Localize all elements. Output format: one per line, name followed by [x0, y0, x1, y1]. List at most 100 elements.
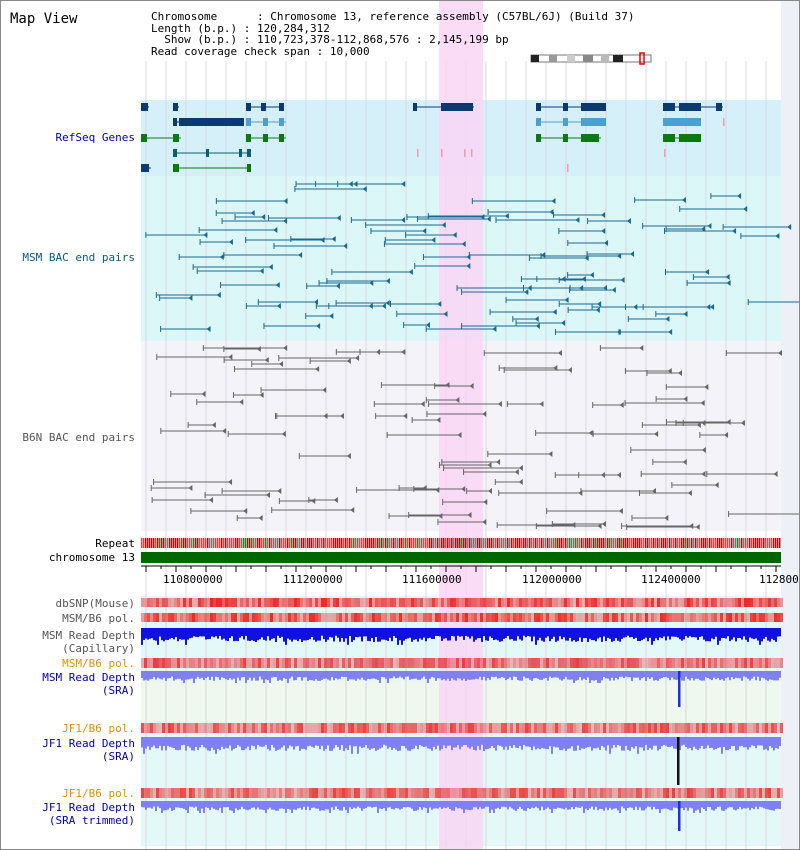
depth-bar [217, 628, 219, 639]
heat-strip-cell [468, 788, 471, 798]
depth-bar [399, 628, 401, 641]
depth-bar [153, 628, 155, 641]
track-label-msm-bac[interactable]: MSM BAC end pairs [22, 251, 135, 264]
depth-bar [453, 737, 455, 748]
track-label-b6n-bac[interactable]: B6N BAC end pairs [22, 431, 135, 444]
heat-strip-cell [759, 658, 762, 668]
depth-bar [543, 628, 545, 642]
depth-bar [417, 671, 419, 680]
track-label-refseq[interactable]: RefSeq Genes [55, 131, 135, 144]
depth-bar [307, 671, 309, 681]
depth-bar [639, 671, 641, 681]
depth-bar [145, 671, 147, 680]
heat-strip-cell [294, 788, 297, 798]
heat-strip-cell [588, 598, 591, 607]
repeat-mark [275, 538, 277, 548]
repeat-mark [223, 538, 225, 548]
heat-strip-cell [759, 723, 762, 733]
depth-bar [181, 737, 183, 746]
bac-pair-marker [264, 357, 269, 363]
depth-bar [513, 737, 515, 746]
depth-bar [535, 801, 537, 807]
depth-bar [175, 628, 177, 638]
heat-strip-cell [423, 598, 426, 607]
gene-strand-marker [663, 118, 668, 126]
depth-bar [579, 737, 581, 751]
heat-strip-cell [579, 658, 582, 668]
bac-pair-marker [437, 301, 442, 307]
depth-bar [741, 671, 743, 681]
heat-strip-cell [366, 613, 369, 622]
heat-strip-cell [765, 723, 768, 733]
depth-bar [531, 671, 533, 681]
depth-bar [721, 801, 723, 811]
repeat-mark [629, 538, 631, 548]
depth-bar [705, 801, 707, 811]
heat-strip-cell [510, 788, 513, 798]
depth-bar [337, 737, 339, 748]
depth-bar [357, 628, 359, 638]
depth-bar [697, 671, 699, 679]
depth-bar [639, 801, 641, 808]
depth-bar [355, 628, 357, 638]
bac-pair-marker [216, 292, 221, 298]
depth-bar [659, 801, 661, 813]
heat-strip-cell [363, 598, 366, 607]
depth-bar [295, 628, 297, 640]
heat-strip-cell [717, 658, 720, 668]
heat-strip-cell [507, 723, 510, 733]
heat-strip-cell [507, 658, 510, 668]
depth-bar [509, 671, 511, 678]
repeat-mark [745, 538, 747, 548]
depth-bar [711, 801, 713, 810]
heat-strip-cell [246, 723, 249, 733]
depth-bar [163, 671, 165, 678]
depth-bar [165, 737, 167, 751]
repeat-mark [725, 538, 727, 548]
heat-strip-cell [483, 723, 486, 733]
depth-bar [667, 671, 669, 678]
heat-strip-cell [306, 723, 309, 733]
depth-bar [263, 737, 265, 747]
depth-bar [395, 628, 397, 638]
repeat-mark [777, 538, 779, 548]
depth-bar [485, 801, 487, 807]
depth-bar [457, 737, 459, 746]
heat-strip-cell [438, 598, 441, 607]
heat-strip-cell [474, 613, 477, 622]
depth-bar [145, 628, 147, 639]
depth-bar [509, 737, 511, 746]
heat-strip-cell [483, 613, 486, 622]
bac-pair-marker [725, 274, 730, 280]
depth-bar [149, 801, 151, 808]
heat-strip-cell [630, 788, 633, 798]
heat-strip-cell [414, 723, 417, 733]
depth-bar [385, 671, 387, 679]
heat-strip-cell [387, 598, 390, 607]
bac-pair-marker [601, 228, 606, 234]
depth-bar [307, 801, 309, 807]
repeat-mark [177, 538, 179, 548]
heat-strip-cell [669, 658, 672, 668]
depth-bar [551, 801, 553, 813]
bac-pair-marker [639, 345, 644, 351]
depth-bar [595, 671, 597, 680]
depth-bar [597, 801, 599, 811]
depth-bar [251, 671, 253, 681]
repeat-mark [319, 538, 321, 548]
depth-bar [179, 628, 181, 640]
bac-pair-marker [616, 472, 621, 478]
heat-strip-cell [264, 598, 267, 607]
heat-strip-cell [333, 598, 336, 607]
heat-strip-cell [744, 723, 747, 733]
gene-exon [263, 118, 268, 126]
depth-bar [569, 801, 571, 810]
repeat-mark [189, 538, 191, 548]
heat-strip-cell [201, 658, 204, 668]
depth-bar [613, 737, 615, 746]
depth-bar [249, 801, 251, 810]
heat-strip-cell [285, 598, 288, 607]
heat-strip-cell [309, 658, 312, 668]
depth-bar [335, 628, 337, 636]
